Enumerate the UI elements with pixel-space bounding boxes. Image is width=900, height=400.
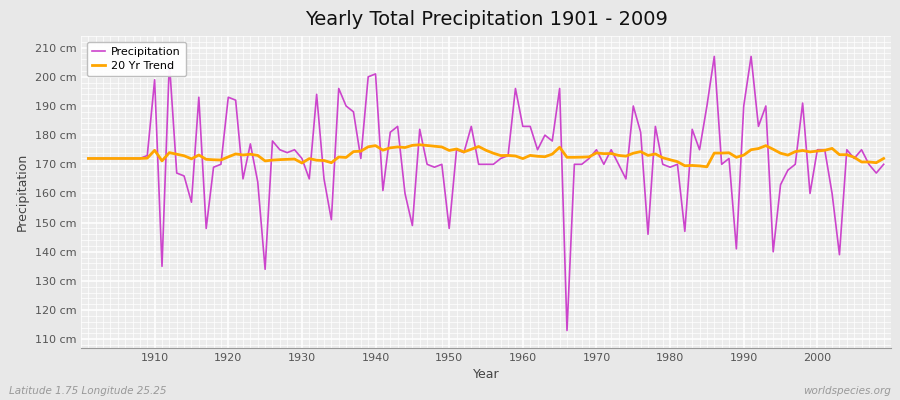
20 Yr Trend bbox=[83, 156, 94, 161]
20 Yr Trend bbox=[142, 156, 153, 160]
20 Yr Trend bbox=[613, 153, 624, 158]
20 Yr Trend bbox=[518, 156, 528, 161]
Precipitation bbox=[878, 162, 889, 167]
Title: Yearly Total Precipitation 1901 - 2009: Yearly Total Precipitation 1901 - 2009 bbox=[304, 10, 668, 29]
Text: worldspecies.org: worldspecies.org bbox=[803, 386, 891, 396]
20 Yr Trend bbox=[878, 156, 889, 161]
Precipitation bbox=[518, 124, 528, 129]
Line: Precipitation: Precipitation bbox=[88, 56, 884, 330]
Text: Latitude 1.75 Longitude 25.25: Latitude 1.75 Longitude 25.25 bbox=[9, 386, 166, 396]
20 Yr Trend bbox=[414, 142, 425, 147]
Precipitation bbox=[562, 328, 572, 333]
20 Yr Trend bbox=[348, 149, 359, 154]
Line: 20 Yr Trend: 20 Yr Trend bbox=[88, 145, 884, 167]
20 Yr Trend bbox=[525, 153, 535, 158]
Precipitation bbox=[709, 54, 720, 59]
X-axis label: Year: Year bbox=[472, 368, 500, 382]
Precipitation bbox=[510, 86, 521, 91]
Precipitation bbox=[304, 176, 315, 181]
Precipitation bbox=[613, 162, 624, 167]
20 Yr Trend bbox=[701, 164, 712, 169]
Precipitation bbox=[142, 153, 153, 158]
Legend: Precipitation, 20 Yr Trend: Precipitation, 20 Yr Trend bbox=[86, 42, 186, 76]
Precipitation bbox=[83, 156, 94, 161]
Precipitation bbox=[348, 110, 359, 114]
20 Yr Trend bbox=[304, 156, 315, 161]
Y-axis label: Precipitation: Precipitation bbox=[16, 153, 29, 231]
